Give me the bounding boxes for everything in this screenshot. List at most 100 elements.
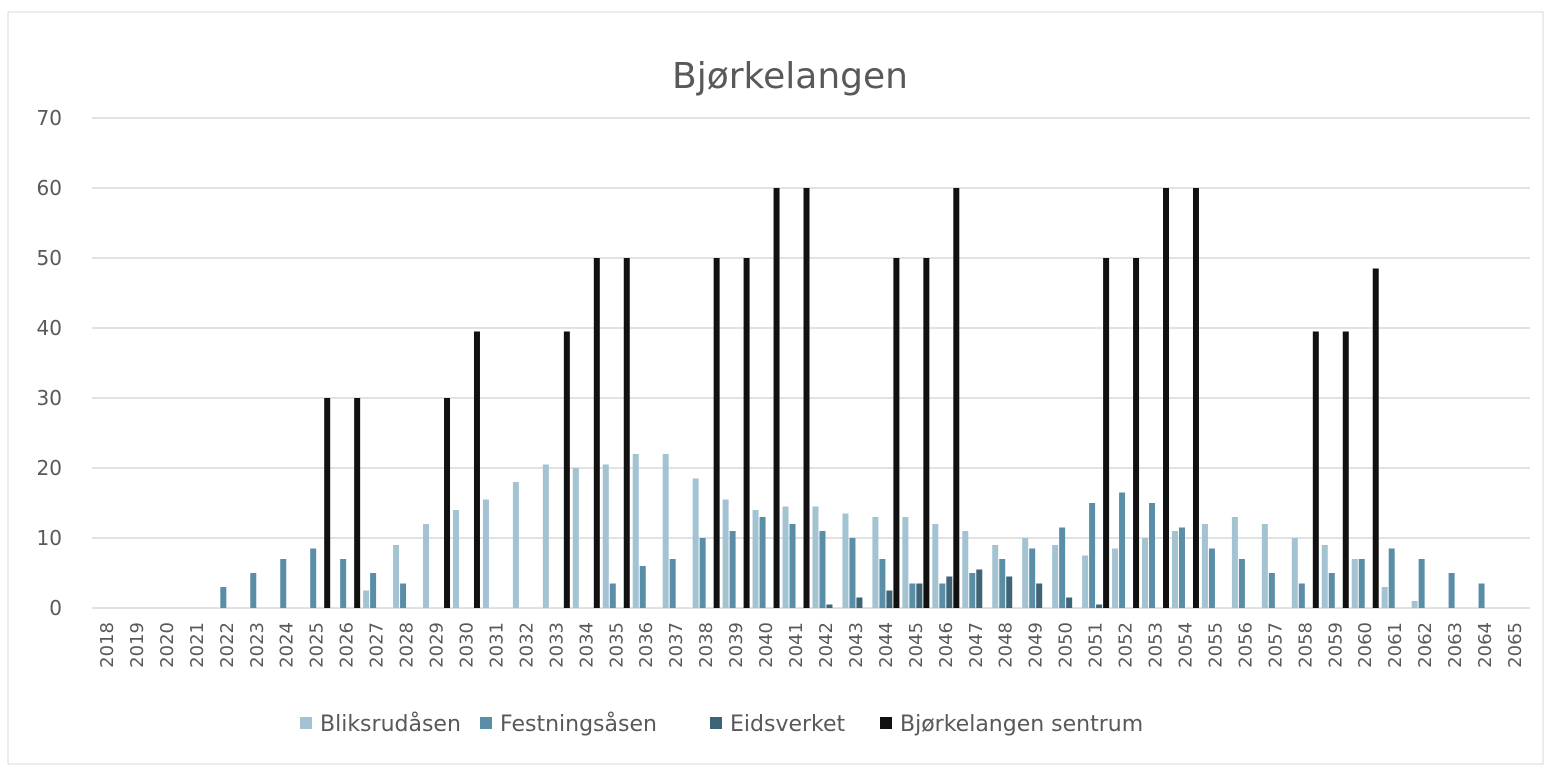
x-tick-label: 2018 (97, 622, 118, 668)
x-tick-label: 2036 (636, 622, 657, 668)
x-tick-label: 2034 (576, 622, 597, 668)
bar (632, 454, 639, 608)
bar (856, 597, 863, 608)
bar (932, 524, 939, 608)
bar (354, 398, 361, 608)
x-tick-label: 2044 (876, 622, 897, 668)
bar (220, 587, 227, 608)
bar (962, 531, 969, 608)
x-tick-label: 2043 (846, 622, 867, 668)
bar (1066, 597, 1073, 608)
bar (1358, 559, 1365, 608)
bar (250, 573, 257, 608)
bar (1089, 503, 1096, 608)
bar (743, 258, 750, 608)
bar (1119, 492, 1126, 608)
bar (1291, 538, 1298, 608)
x-tick-label: 2035 (606, 622, 627, 668)
x-tick-label: 2027 (367, 622, 388, 668)
x-tick-label: 2025 (307, 622, 328, 668)
legend-label: Eidsverket (730, 712, 846, 737)
bar (902, 517, 909, 608)
bar (482, 499, 489, 608)
x-tick-label: 2056 (1235, 622, 1256, 668)
x-tick-label: 2022 (217, 622, 238, 668)
y-tick-label: 60 (37, 176, 62, 200)
bar (789, 524, 796, 608)
bar (923, 258, 930, 608)
x-tick-label: 2023 (247, 622, 268, 668)
x-tick-label: 2063 (1445, 622, 1466, 668)
legend-swatch (880, 717, 892, 729)
x-tick-label: 2050 (1056, 622, 1077, 668)
x-tick-label: 2053 (1146, 622, 1167, 668)
bar (1298, 583, 1305, 608)
bar (1208, 548, 1215, 608)
bar (1201, 524, 1208, 608)
bar (572, 468, 579, 608)
bar (512, 482, 519, 608)
bar (1036, 583, 1043, 608)
bar (1381, 587, 1388, 608)
bar (1059, 527, 1066, 608)
bar (953, 188, 960, 608)
bar (826, 604, 833, 608)
bar (1238, 559, 1245, 608)
bar (752, 510, 759, 608)
bar (812, 506, 819, 608)
bar (992, 545, 999, 608)
bar (542, 464, 549, 608)
x-tick-label: 2040 (756, 622, 777, 668)
bar (1388, 548, 1395, 608)
bar (1312, 331, 1319, 608)
bar (1231, 517, 1238, 608)
bar (1448, 573, 1455, 608)
bar (310, 548, 317, 608)
x-tick-label: 2020 (157, 622, 178, 668)
bar (1411, 601, 1418, 608)
bar (1096, 604, 1103, 608)
bar (400, 583, 407, 608)
x-tick-label: 2060 (1355, 622, 1376, 668)
bar (819, 531, 826, 608)
bar (1261, 524, 1268, 608)
x-tick-label: 2024 (277, 622, 298, 668)
bar (1133, 258, 1140, 608)
bar (722, 499, 729, 608)
y-tick-label: 0 (49, 596, 62, 620)
bar (563, 331, 570, 608)
legend-swatch (300, 717, 312, 729)
legend-swatch (710, 717, 722, 729)
bar (1142, 538, 1149, 608)
y-tick-label: 10 (37, 526, 62, 550)
x-tick-label: 2039 (726, 622, 747, 668)
bar (1351, 559, 1358, 608)
bar (699, 538, 706, 608)
bar (662, 454, 669, 608)
bar (623, 258, 630, 608)
x-tick-label: 2055 (1205, 622, 1226, 668)
bar (1192, 188, 1199, 608)
bar (1268, 573, 1275, 608)
bar (1149, 503, 1156, 608)
x-tick-label: 2021 (187, 622, 208, 668)
bar (916, 583, 923, 608)
bar (1321, 545, 1328, 608)
x-tick-label: 2037 (666, 622, 687, 668)
bar (280, 559, 287, 608)
bar (1171, 531, 1178, 608)
bar (602, 464, 609, 608)
bar (363, 590, 370, 608)
x-tick-label: 2057 (1265, 622, 1286, 668)
x-tick-label: 2047 (966, 622, 987, 668)
bar (773, 188, 780, 608)
bar (729, 531, 736, 608)
bar (370, 573, 377, 608)
x-tick-label: 2048 (996, 622, 1017, 668)
bar (909, 583, 916, 608)
bar (1103, 258, 1110, 608)
legend-label: Festningsåsen (500, 711, 657, 737)
x-tick-label: 2029 (427, 622, 448, 668)
y-tick-label: 20 (37, 456, 62, 480)
bar (1342, 331, 1349, 608)
